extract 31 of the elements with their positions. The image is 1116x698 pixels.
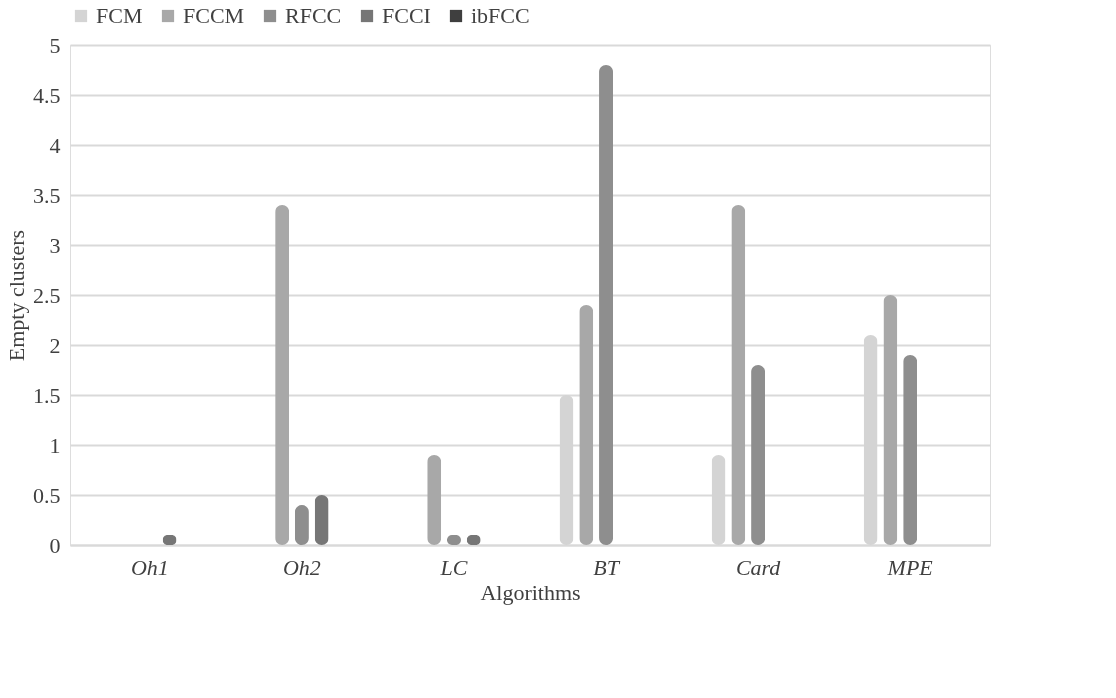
- bar: [731, 205, 746, 545]
- x-axis-title: Algorithms: [480, 579, 581, 605]
- y-tick-label: 4.5: [33, 82, 61, 108]
- bar: [903, 355, 918, 545]
- bar: [599, 65, 614, 545]
- y-tick-label: 5: [49, 32, 61, 58]
- legend-label: RFCC: [285, 3, 342, 28]
- y-tick-label: 4: [49, 132, 61, 158]
- x-tick-label: BT: [593, 554, 621, 580]
- y-axis-title: Empty clusters: [4, 229, 29, 362]
- y-tick-label: 3: [49, 232, 61, 258]
- y-tick-label: 3.5: [33, 182, 61, 208]
- y-tick-label: 0.5: [33, 482, 61, 508]
- y-tick-label: 1.5: [33, 382, 61, 408]
- y-tick-label: 1: [49, 432, 61, 458]
- legend-label: FCCI: [382, 3, 431, 28]
- y-tick-label: 2: [49, 332, 61, 358]
- legend-label: FCCM: [183, 3, 245, 28]
- y-tick-label: 0: [49, 532, 61, 558]
- bar: [751, 365, 766, 545]
- x-tick-label: Oh2: [282, 554, 321, 580]
- x-tick-label: Oh1: [130, 554, 169, 580]
- x-tick-label: Card: [735, 554, 782, 580]
- bar: [275, 205, 290, 545]
- x-tick-label: MPE: [886, 554, 934, 580]
- legend-label: ibFCC: [471, 3, 530, 28]
- legend-label: FCM: [96, 3, 143, 28]
- bar: [579, 305, 594, 545]
- x-tick-label: LC: [439, 554, 468, 580]
- bar: [883, 295, 898, 545]
- y-tick-label: 2.5: [33, 282, 61, 308]
